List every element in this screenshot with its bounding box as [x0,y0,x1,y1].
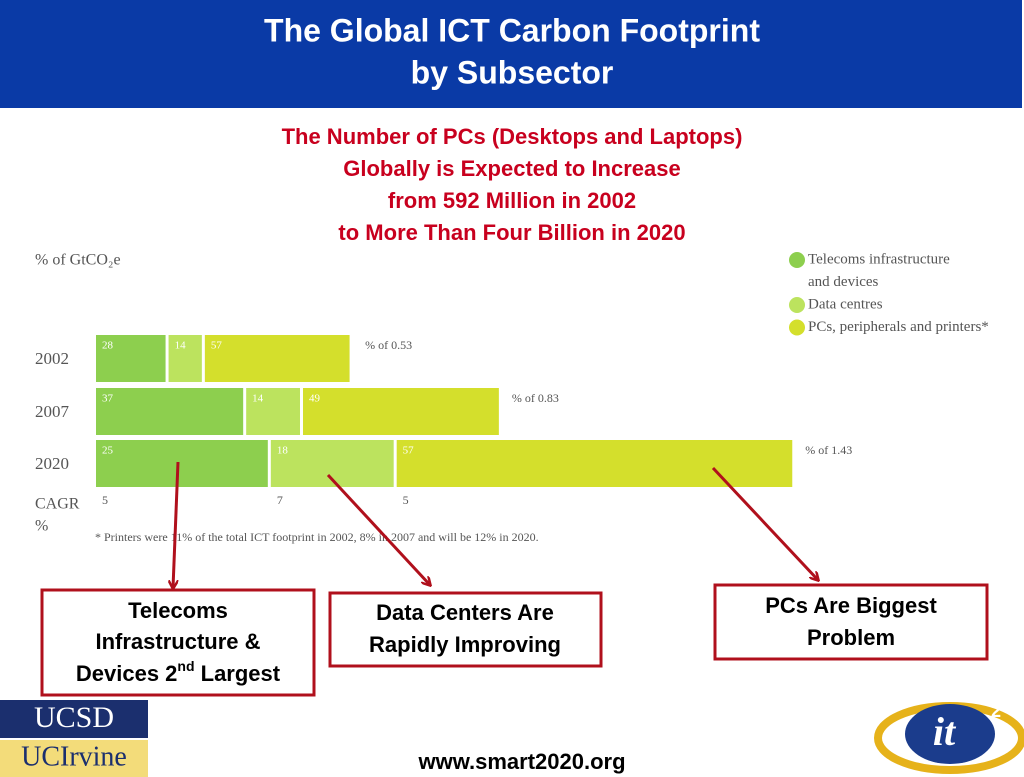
subtitle: to More Than Four Billion in 2020 [338,220,685,245]
value-label: 57 [211,340,223,352]
cagr-value: 5 [102,493,108,507]
total-label: % of 0.53 [365,338,412,352]
bar-segment [96,335,166,382]
callout-box [713,583,989,661]
legend-label: Telecoms infrastructure [808,251,950,267]
logo-text: 2 [991,701,1001,721]
legend-label: and devices [808,274,879,290]
cagr-label: CAGR [35,496,80,513]
value-label: 49 [309,393,321,405]
superscript: nd [177,658,194,674]
subtitle: from 592 Million in 2002 [388,188,636,213]
callout-text: PCs Are Biggest [765,593,937,618]
callout-text: Telecoms [128,598,228,623]
bar-segment [302,388,499,435]
bar-segment [96,388,244,435]
bar-segment [246,388,300,435]
callout-text: Data Centers Are [376,600,554,625]
legend-swatch [789,252,805,268]
footnote: * Printers were 11% of the total ICT foo… [95,530,539,544]
title: The Global ICT Carbon Footprint [264,12,760,48]
cagr-label: % [35,518,48,535]
arrow [326,473,430,585]
logo-ucsd [0,700,148,738]
callout-text: Problem [807,625,895,650]
arrow [173,461,180,588]
value-label: 14 [252,393,264,405]
url: www.smart2020.org [417,749,625,774]
chart: % of GtCO₂e Telecoms infrastructure and de… [35,251,989,543]
bar-segment [204,335,350,382]
legend-swatch [789,297,805,313]
callout-text: Rapidly Improving [369,632,561,657]
subtitle: The Number of PCs (Desktops and Laptops) [282,124,743,149]
value-label: 57 [403,445,415,457]
bar-segment [396,440,793,487]
callout-text: Devices 2 [76,661,178,686]
callout-text: Devices 2nd Largest [76,658,281,686]
total-label: % of 0.83 [512,391,559,405]
value-label: 25 [102,445,114,457]
value-label: 18 [277,445,289,457]
arrow [711,466,818,580]
value-label: 14 [175,340,187,352]
cagr-value: 7 [277,493,283,507]
title: by Subsector [411,54,614,90]
legend-swatch [789,319,805,336]
logo-text: UCSD [34,701,114,734]
logo-text: it [933,709,957,754]
y-axis-label: % of GtCO₂e [35,252,121,269]
category-label: 2002 [35,349,69,368]
subtitle: Globally is Expected to Increase [343,156,680,181]
value-label: 37 [102,393,114,405]
header-band [0,0,1022,108]
logo-uci [0,740,148,777]
logo-it2 [905,704,995,764]
callout-text: Largest [195,661,281,686]
logo-text: UCIrvine [21,741,127,772]
bar-segment [96,440,268,487]
legend-label: Data centres [808,296,883,312]
total-label: % of 1.43 [805,443,852,457]
legend-label: PCs, peripherals and printers* [808,319,989,335]
value-label: 28 [102,340,114,352]
callout-box [328,591,603,668]
bar-segment [168,335,202,382]
category-label: 2007 [35,402,70,421]
category-label: 2020 [35,454,69,473]
callout-box [40,588,316,697]
callout-text: Infrastructure & [95,629,260,654]
cagr-value: 5 [403,493,409,507]
